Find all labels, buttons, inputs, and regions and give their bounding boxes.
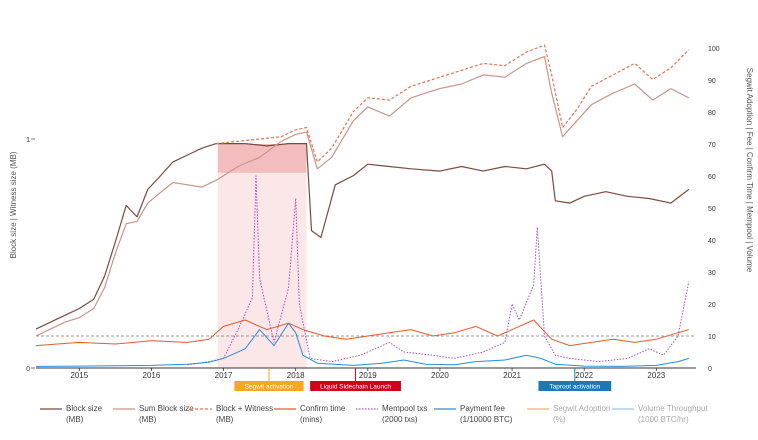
legend-label: Block size <box>66 404 103 413</box>
y2-tick-label: 30 <box>708 270 716 277</box>
y2-tick-label: 60 <box>708 174 716 181</box>
x-tick-label: 2023 <box>647 371 665 380</box>
y2-tick-label: 80 <box>708 110 716 117</box>
legend-label: Block + Witness <box>216 404 273 413</box>
y2-tick-label: 70 <box>708 142 716 149</box>
legend-unit: (MB) <box>66 415 84 424</box>
y2-tick-label: 20 <box>708 302 716 309</box>
x-tick-label: 2019 <box>359 371 377 380</box>
legend-unit: (mins) <box>300 415 323 424</box>
series-line-confirm-time <box>35 319 689 347</box>
legend-unit: (1000 BTC/hr) <box>638 415 689 424</box>
y2-tick-label: 0 <box>708 366 712 373</box>
legend-label: Confirm time <box>300 404 346 413</box>
event-label-background <box>234 381 304 391</box>
legend-label: Segwit Adoption <box>553 404 610 413</box>
y2-tick-label: 100 <box>708 46 720 53</box>
shaded-region-group <box>217 144 307 368</box>
legend-unit: (1/10000 BTC) <box>460 415 513 424</box>
legend-group: Block size (MB) Sum Block size (MB) Block + … <box>40 404 708 424</box>
legend-unit: (MB) <box>139 415 157 424</box>
shaded-region <box>217 144 307 368</box>
y-tick-label: 1 <box>26 137 30 144</box>
y2-tick-label: 90 <box>708 78 716 85</box>
x-tick-label: 2016 <box>143 371 161 380</box>
y2-tick-label: 10 <box>708 334 716 341</box>
series-line-block-size <box>35 143 690 330</box>
y2-axis-label: Segwit Adoption | Fee | Confirm Time | M… <box>745 68 754 273</box>
event-label-background <box>538 381 612 391</box>
event-label: Segwit activation <box>245 384 294 391</box>
y2-tick-label: 50 <box>708 206 716 213</box>
x-tick-label: 2017 <box>215 371 233 380</box>
x-tick-label: 2021 <box>503 371 521 380</box>
axes-group: 2015 2016 2017 2018 2019 2020 2021 2022 20230101… <box>26 46 720 380</box>
event-label-background <box>310 381 401 391</box>
legend-label: Sum Block size <box>139 404 194 413</box>
series-group <box>35 44 690 367</box>
series-line-sum-block-size <box>35 56 690 337</box>
legend-label: Volume Throughput <box>638 404 708 413</box>
y-axis-label: Block size | Witness size (MB) <box>9 151 18 258</box>
event-label: Taproot activation <box>549 384 600 391</box>
y-tick-label: 0 <box>26 366 30 373</box>
x-tick-label: 2022 <box>575 371 593 380</box>
series-line-block-witness <box>216 44 690 163</box>
x-tick-label: 2018 <box>287 371 305 380</box>
x-tick-label: 2020 <box>431 371 449 380</box>
x-tick-label: 2015 <box>70 371 88 380</box>
legend-unit: (MB) <box>216 415 234 424</box>
legend-unit: (2000 txs) <box>382 415 418 424</box>
legend-label: Mempool txs <box>382 404 427 413</box>
legend-label: Payment fee <box>460 404 505 413</box>
legend-unit: (%) <box>553 415 566 424</box>
series-line-payment-fee <box>35 322 689 367</box>
y2-tick-label: 40 <box>708 238 716 245</box>
shaded-band <box>217 144 307 173</box>
events-group: Segwit activation Liquid Sidechain Launch… <box>234 368 612 391</box>
event-label: Liquid Sidechain Launch <box>320 384 391 391</box>
